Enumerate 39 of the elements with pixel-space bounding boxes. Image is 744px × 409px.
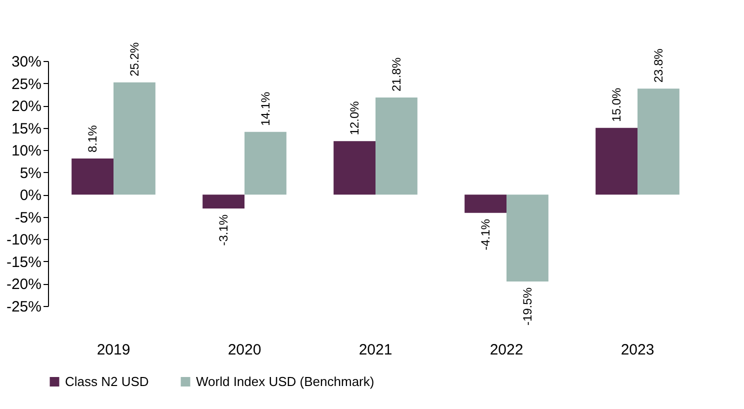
bar	[376, 98, 418, 195]
legend-label: Class N2 USD	[65, 374, 149, 389]
y-tick-label: 10%	[11, 142, 42, 160]
bar	[464, 194, 506, 213]
data-label: -3.1%	[216, 214, 231, 246]
y-tick-label: -20%	[6, 276, 42, 294]
data-label: 23.8%	[651, 48, 666, 83]
y-tick-label: 25%	[11, 76, 42, 93]
data-label: 8.1%	[86, 124, 100, 153]
x-tick-label: 2022	[490, 342, 524, 358]
data-label: 15.0%	[610, 87, 624, 122]
bar	[202, 194, 244, 208]
y-tick-label: 5%	[20, 164, 42, 182]
bar	[638, 88, 680, 195]
y-tick-label: -10%	[6, 232, 42, 249]
data-label: 14.1%	[258, 91, 272, 126]
legend-label: World Index USD (Benchmark)	[196, 374, 374, 389]
data-label: 12.0%	[348, 100, 362, 136]
y-tick-label: -5%	[14, 209, 42, 226]
bar	[114, 82, 156, 195]
data-label: -19.5%	[520, 287, 534, 326]
data-label: -4.1%	[478, 218, 493, 250]
y-tick-label: 20%	[11, 98, 42, 116]
x-tick-label: 2019	[96, 342, 130, 358]
data-label: 21.8%	[389, 57, 404, 92]
data-label: 25.2%	[127, 42, 142, 76]
y-tick-label: -15%	[6, 254, 42, 271]
bar	[72, 158, 114, 195]
bar	[506, 194, 548, 282]
bar	[334, 141, 376, 195]
x-tick-label: 2020	[228, 342, 262, 358]
y-tick-label: 0%	[20, 187, 42, 204]
y-tick-label: -25%	[6, 298, 42, 316]
bar	[596, 128, 638, 195]
bar	[244, 132, 286, 195]
y-tick-label: 30%	[11, 54, 42, 70]
y-tick-label: 15%	[11, 120, 42, 138]
x-tick-label: 2021	[358, 342, 392, 358]
x-tick-label: 2023	[620, 342, 654, 358]
